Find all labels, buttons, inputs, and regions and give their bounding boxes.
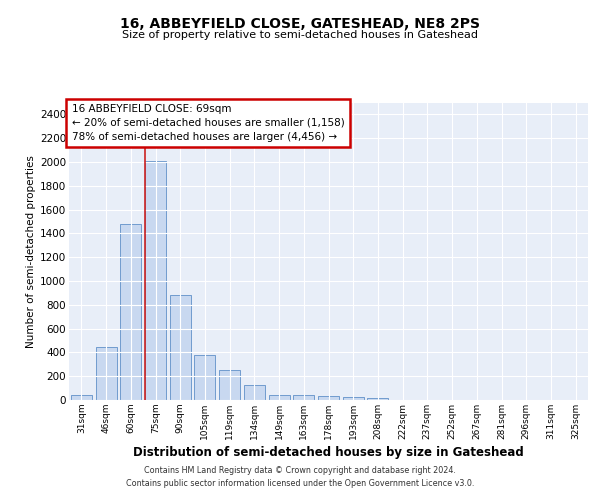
Text: 16, ABBEYFIELD CLOSE, GATESHEAD, NE8 2PS: 16, ABBEYFIELD CLOSE, GATESHEAD, NE8 2PS: [120, 18, 480, 32]
Bar: [71, 394, 92, 400]
X-axis label: Distribution of semi-detached houses by size in Gateshead: Distribution of semi-detached houses by …: [133, 446, 524, 459]
Text: 16 ABBEYFIELD CLOSE: 69sqm
← 20% of semi-detached houses are smaller (1,158)
78%: 16 ABBEYFIELD CLOSE: 69sqm ← 20% of semi…: [71, 104, 344, 142]
Bar: [170, 296, 191, 400]
Bar: [219, 370, 240, 400]
Bar: [269, 395, 290, 400]
Y-axis label: Number of semi-detached properties: Number of semi-detached properties: [26, 155, 36, 348]
Bar: [145, 162, 166, 400]
Bar: [194, 356, 215, 400]
Bar: [244, 384, 265, 400]
Text: Size of property relative to semi-detached houses in Gateshead: Size of property relative to semi-detach…: [122, 30, 478, 40]
Bar: [293, 395, 314, 400]
Bar: [120, 224, 141, 400]
Bar: [343, 397, 364, 400]
Bar: [367, 398, 388, 400]
Bar: [95, 347, 116, 400]
Bar: [318, 396, 339, 400]
Text: Contains HM Land Registry data © Crown copyright and database right 2024.
Contai: Contains HM Land Registry data © Crown c…: [126, 466, 474, 487]
